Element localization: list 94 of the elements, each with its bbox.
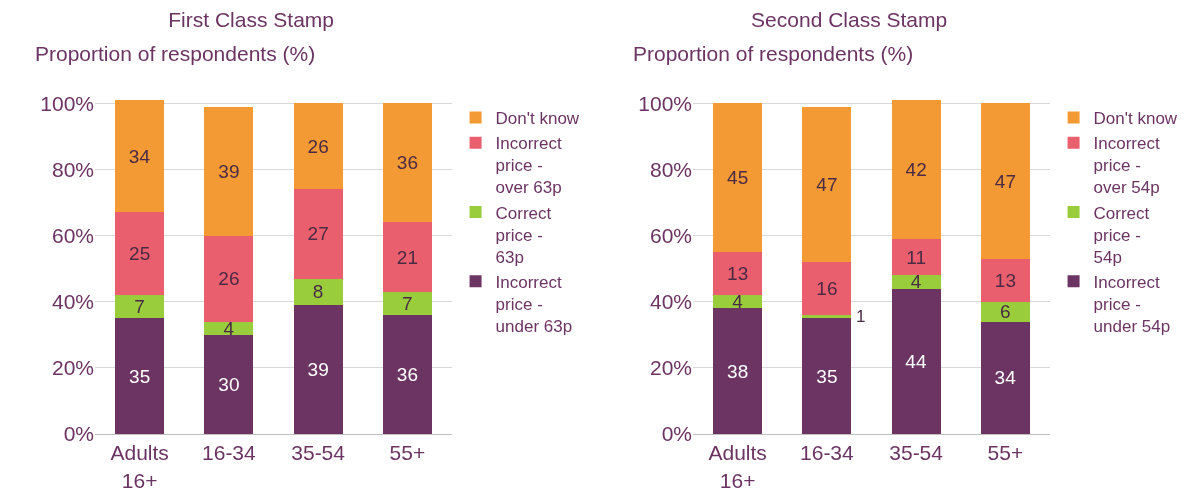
data-label: 25 (129, 243, 151, 265)
bar (891, 275, 941, 289)
y-axis-title: Proportion of respondents (%) (35, 42, 316, 65)
data-label: 34 (994, 367, 1017, 389)
bar (802, 318, 852, 434)
legend-label: Incorrect price - over 63p (495, 134, 562, 198)
data-label: 8 (312, 281, 324, 303)
bar (293, 189, 343, 279)
y-tick-label: 0% (63, 422, 94, 446)
bar (891, 288, 941, 434)
data-label: 47 (994, 170, 1016, 192)
bar (204, 235, 254, 322)
data-label: 6 (1000, 301, 1011, 323)
y-axis-title: Proportion of respondents (%) (633, 42, 914, 65)
bar (802, 314, 852, 319)
bar (382, 291, 432, 315)
y-tick-label: 100% (40, 91, 94, 115)
bar (204, 334, 254, 434)
data-label: 16 (816, 277, 838, 299)
bar (293, 278, 343, 306)
bar (980, 301, 1030, 322)
data-label: 35 (816, 365, 838, 387)
bar (802, 262, 852, 315)
bar (713, 103, 763, 253)
data-label: 7 (134, 296, 145, 318)
bar (713, 308, 763, 434)
data-label: 4 (910, 271, 922, 293)
legend-label: Incorrect price - under 63p (495, 272, 573, 337)
chart-title: First Class Stamp (168, 8, 335, 32)
data-label: 39 (218, 160, 240, 182)
y-tick-label: 20% (51, 356, 94, 380)
bar (891, 238, 941, 276)
data-label: 4 (223, 317, 235, 339)
data-label: 47 (816, 173, 838, 195)
x-tick-label: Adults 16+ (708, 441, 767, 492)
bar (891, 100, 941, 239)
data-label: 30 (218, 373, 240, 395)
data-label: 42 (905, 158, 927, 180)
x-tick-label: 55+ (389, 441, 426, 465)
bar (802, 106, 852, 263)
bar (980, 321, 1030, 434)
x-tick-label: 55+ (987, 441, 1024, 465)
data-label: 13 (727, 263, 749, 285)
y-tick-label: 20% (649, 356, 692, 380)
x-tick-label: Adults 16+ (110, 441, 169, 492)
bar (382, 222, 432, 292)
bar (980, 258, 1030, 302)
data-label: 34 (128, 145, 151, 167)
y-tick-label: 40% (649, 290, 692, 314)
bar (115, 100, 165, 213)
x-tick-label: 35-54 (889, 441, 944, 465)
x-tick-label: 16-34 (202, 441, 257, 465)
bar (293, 103, 343, 190)
bar (115, 212, 165, 296)
legend-label: Don't know (1093, 109, 1178, 129)
bar (293, 305, 343, 434)
y-tick-label: 60% (51, 223, 94, 247)
data-label: 21 (396, 246, 418, 268)
chart-title: Second Class Stamp (751, 8, 948, 32)
legend-label: Incorrect price - over 54p (1093, 134, 1160, 198)
legend-label: Correct price - 63p (495, 203, 552, 267)
x-tick-label: 35-54 (291, 441, 346, 465)
data-label: 13 (994, 269, 1016, 291)
bar (115, 318, 165, 434)
y-tick-label: 100% (638, 91, 692, 115)
y-tick-label: 80% (649, 157, 692, 181)
bar (115, 295, 165, 319)
data-label: 27 (307, 223, 329, 245)
data-label: 45 (727, 167, 749, 189)
data-label: 36 (396, 152, 418, 174)
data-label: 38 (727, 360, 749, 382)
data-label: 36 (396, 363, 418, 385)
data-label: 4 (732, 291, 744, 313)
bar (382, 314, 432, 434)
data-label: 39 (307, 359, 329, 381)
legend-label: Correct price - 54p (1093, 203, 1150, 267)
y-tick-label: 60% (649, 223, 692, 247)
legend-label: Incorrect price - under 54p (1093, 272, 1171, 337)
data-label: 26 (218, 268, 240, 290)
x-tick-label: 16-34 (800, 441, 855, 465)
data-label: 44 (905, 350, 927, 372)
data-label: 1 (856, 307, 866, 326)
bar (713, 252, 763, 296)
bar (382, 103, 432, 223)
data-label: 7 (402, 292, 413, 314)
bar (204, 106, 254, 236)
data-label: 26 (307, 135, 329, 157)
data-label: 11 (906, 246, 926, 268)
y-tick-label: 40% (51, 290, 94, 314)
y-tick-label: 0% (661, 422, 692, 446)
data-label: 35 (129, 365, 151, 387)
y-tick-label: 80% (51, 157, 94, 181)
legend-label: Don't know (495, 109, 580, 129)
bar (980, 103, 1030, 259)
